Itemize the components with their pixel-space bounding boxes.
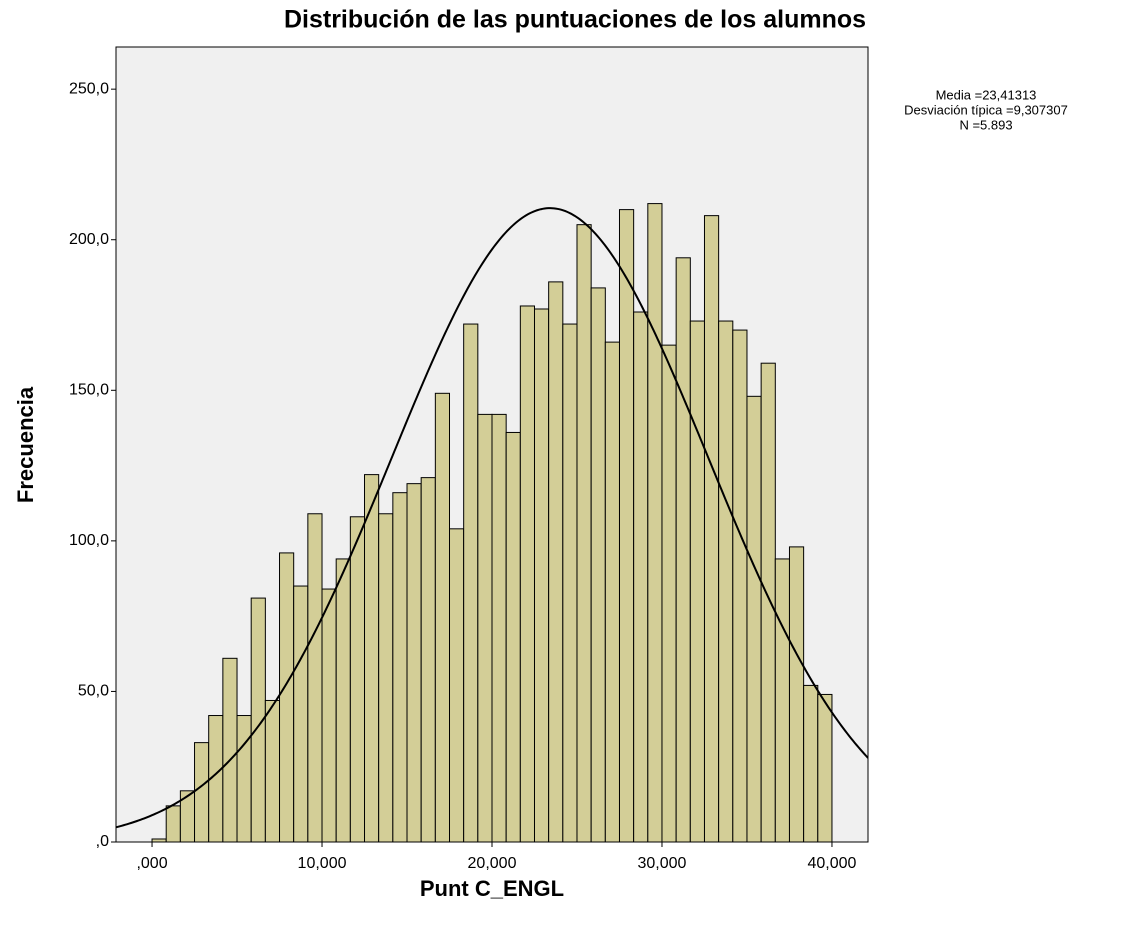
stat-mean: Media =23,41313 (936, 87, 1037, 102)
bar (378, 513, 394, 843)
bar (307, 513, 323, 843)
bar (590, 287, 606, 843)
x-tick-label: 20,000 (468, 855, 517, 872)
x-tick-label: ,000 (136, 855, 167, 872)
bar (222, 657, 238, 843)
y-tick-label: 50,0 (78, 683, 109, 700)
bar (562, 323, 578, 843)
bar (406, 483, 422, 843)
bar (576, 224, 592, 843)
bar (321, 588, 337, 843)
bar (293, 585, 309, 843)
bar (732, 329, 748, 843)
x-tick-label: 10,000 (298, 855, 347, 872)
bar (689, 320, 705, 843)
bar (803, 684, 819, 843)
bar (718, 320, 734, 843)
bar (477, 413, 493, 843)
bar (434, 392, 451, 843)
bar (618, 209, 635, 843)
bar (703, 215, 720, 843)
chart-title: Distribución de las puntuaciones de los … (284, 6, 866, 34)
x-tick-label: 30,000 (638, 855, 687, 872)
bar (788, 546, 805, 843)
y-tick-label: 250,0 (69, 80, 109, 97)
bar (463, 323, 479, 843)
stat-sd: Desviación típica =9,307307 (904, 102, 1068, 117)
bar (760, 362, 776, 843)
bar (675, 257, 691, 843)
bar (194, 742, 210, 843)
y-tick-label: 150,0 (69, 382, 109, 399)
bar (165, 805, 181, 843)
y-tick-label: 200,0 (69, 231, 109, 248)
bar (661, 344, 677, 843)
stat-n: N =5.893 (959, 117, 1012, 132)
bar (335, 558, 351, 843)
x-axis-label: Punt C_ENGL (420, 876, 564, 901)
bar (604, 341, 620, 843)
bar (236, 715, 252, 843)
bar (420, 477, 436, 843)
bar (505, 431, 521, 843)
bar (533, 308, 550, 843)
bar (279, 552, 295, 843)
bar (817, 693, 833, 843)
bar (264, 699, 281, 843)
y-tick-label: 100,0 (69, 532, 109, 549)
bar (449, 528, 465, 843)
bar (746, 395, 762, 843)
normal-curve (116, 207, 868, 829)
bar (491, 413, 507, 843)
bar (647, 203, 663, 843)
bar (349, 516, 366, 843)
bar (633, 311, 649, 843)
bar (392, 492, 408, 843)
y-tick-label: ,0 (96, 833, 109, 850)
bar (774, 558, 790, 843)
y-axis-label: Frecuencia (13, 386, 38, 503)
bar (548, 281, 564, 843)
bar (364, 474, 380, 843)
x-tick-label: 40,000 (807, 855, 856, 872)
bar (519, 305, 535, 843)
